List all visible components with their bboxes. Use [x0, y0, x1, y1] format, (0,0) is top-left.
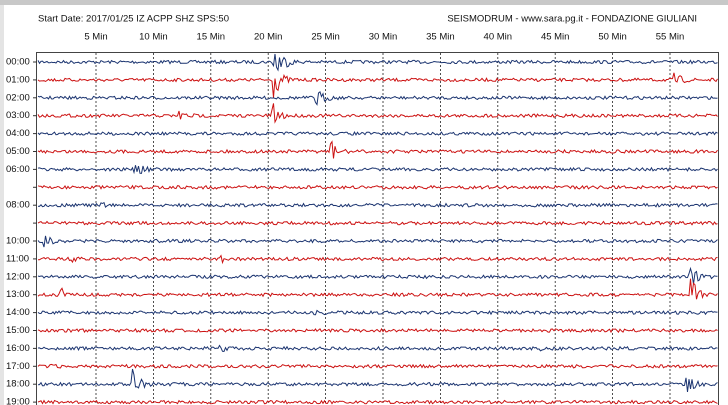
hour-label: 05:00 — [6, 146, 30, 157]
hour-label: 13:00 — [6, 289, 30, 300]
plot-frame — [36, 52, 719, 405]
trace — [37, 220, 718, 226]
minute-label: 20 Min — [254, 32, 283, 43]
trace — [37, 278, 718, 300]
minute-label: 50 Min — [598, 32, 627, 43]
trace — [37, 344, 718, 353]
trace — [37, 72, 718, 98]
trace — [37, 266, 718, 285]
hour-label: 04:00 — [6, 128, 30, 139]
labels: 5 Min 10 Min 15 Min 20 Min 25 Min 30 Min 35 Mi… — [6, 32, 684, 405]
left-edge — [0, 5, 4, 405]
trace — [37, 53, 718, 72]
hour-label: 18:00 — [6, 379, 30, 390]
trace — [37, 140, 718, 159]
trace — [38, 254, 718, 265]
hour-label: 10:00 — [6, 236, 30, 247]
hour-label: 19:00 — [6, 397, 30, 405]
trace — [37, 131, 718, 137]
title-strip — [0, 0, 728, 5]
minute-label: 55 Min — [656, 32, 685, 43]
minute-label: 45 Min — [541, 32, 570, 43]
hour-label: 15:00 — [6, 325, 30, 336]
trace — [37, 327, 718, 334]
hour-label: 12:00 — [6, 271, 30, 282]
hour-label: 01:00 — [6, 74, 30, 85]
header-right: SEISMODRUM - www.sara.pg.it - FONDAZIONE… — [447, 14, 697, 25]
hour-label: 16:00 — [6, 343, 30, 354]
header-left: Start Date: 2017/01/25 IZ ACPP SHZ SPS:5… — [38, 14, 229, 25]
minute-label: 5 Min — [84, 32, 107, 43]
trace — [37, 399, 718, 405]
grid — [33, 53, 671, 405]
hour-label: 08:00 — [6, 200, 30, 211]
trace — [37, 363, 718, 369]
hour-label: 11:00 — [6, 253, 29, 264]
trace — [37, 235, 718, 248]
minute-label: 10 Min — [139, 32, 168, 43]
hour-label: 00:00 — [6, 57, 30, 68]
traces — [37, 53, 718, 405]
minute-label: 30 Min — [369, 32, 398, 43]
hour-label: 06:00 — [6, 164, 30, 175]
minute-label: 15 Min — [197, 32, 226, 43]
hour-label: 14:00 — [6, 307, 30, 318]
hour-label: 17:00 — [6, 361, 30, 372]
minute-label: 40 Min — [484, 32, 513, 43]
trace — [37, 165, 718, 175]
trace — [37, 309, 718, 316]
minute-label: 25 Min — [311, 32, 340, 43]
minute-label: 35 Min — [426, 32, 455, 43]
trace — [37, 184, 718, 190]
trace — [37, 103, 718, 124]
trace — [37, 201, 718, 208]
hour-label: 02:00 — [6, 92, 30, 103]
trace — [37, 90, 718, 106]
hour-label: 03:00 — [6, 110, 30, 121]
trace — [37, 368, 718, 393]
